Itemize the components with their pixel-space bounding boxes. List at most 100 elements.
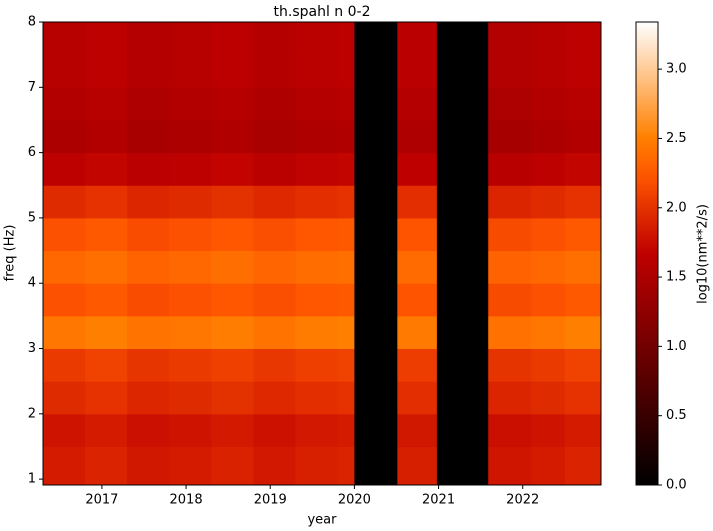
heatmap-cell xyxy=(253,283,296,317)
heatmap-cell xyxy=(436,413,489,447)
heatmap-cell xyxy=(253,413,296,447)
heatmap-cell xyxy=(43,87,86,121)
y-tick-label: 2 xyxy=(28,406,36,421)
colorbar-tick-label: 2.0 xyxy=(666,200,687,215)
heatmap-cell xyxy=(127,217,170,252)
heatmap-cell xyxy=(127,381,170,415)
heatmap-cell xyxy=(211,315,254,350)
heatmap-cell xyxy=(488,152,532,186)
heatmap-cell xyxy=(253,315,296,350)
heatmap-cell xyxy=(354,315,398,350)
heatmap-cell xyxy=(211,185,254,219)
heatmap-cell xyxy=(564,381,602,415)
x-tick-label: 2019 xyxy=(254,493,287,508)
heatmap-cell xyxy=(253,381,296,415)
heatmap-cell xyxy=(295,413,339,447)
heatmap-cell xyxy=(397,283,438,317)
heatmap-cell xyxy=(436,283,489,317)
heatmap-cell xyxy=(337,413,355,447)
heatmap-cell xyxy=(397,119,438,154)
heatmap-cell xyxy=(127,119,170,154)
heatmap-cell xyxy=(397,348,438,382)
heatmap-cell xyxy=(436,87,489,121)
heatmap-cell xyxy=(531,119,566,154)
colorbar-tick-label: 1.5 xyxy=(666,270,687,285)
heatmap-cell xyxy=(127,185,170,219)
heatmap-cell xyxy=(43,315,86,350)
heatmap-cell xyxy=(337,250,355,284)
heatmap-cell xyxy=(488,119,532,154)
heatmap-cell xyxy=(436,54,489,88)
heatmap-cell xyxy=(127,87,170,121)
heatmap-cell xyxy=(397,381,438,415)
heatmap-cell xyxy=(43,185,86,219)
heatmap-cell xyxy=(169,413,212,447)
chart-title: th.spahl n 0-2 xyxy=(274,4,371,20)
heatmap-cell xyxy=(397,315,438,350)
heatmap-cell xyxy=(295,119,339,154)
heatmap-cell xyxy=(564,250,602,284)
heatmap-cell xyxy=(564,22,602,56)
heatmap-cell xyxy=(211,250,254,284)
heatmap-cell xyxy=(43,413,86,447)
heatmap-cell xyxy=(531,381,566,415)
heatmap-cell xyxy=(43,54,86,88)
heatmap-cell xyxy=(337,315,355,350)
heatmap-cell xyxy=(488,315,532,350)
y-tick-label: 8 xyxy=(28,15,36,30)
heatmap-cell xyxy=(488,217,532,252)
heatmap-cell xyxy=(354,54,398,88)
heatmap-cell xyxy=(337,119,355,154)
colorbar-tick-label: 0.0 xyxy=(666,478,687,493)
heatmap-cell xyxy=(85,87,128,121)
heatmap-cell xyxy=(488,185,532,219)
heatmap-cell xyxy=(85,54,128,88)
heatmap-cell xyxy=(531,217,566,252)
y-tick-label: 7 xyxy=(28,80,36,95)
heatmap-cell xyxy=(564,119,602,154)
heatmap-cell xyxy=(169,119,212,154)
heatmap-cell xyxy=(337,446,355,486)
heatmap-cell xyxy=(564,315,602,350)
heatmap-cell xyxy=(169,250,212,284)
heatmap-cell xyxy=(85,446,128,486)
heatmap-cell xyxy=(436,250,489,284)
heatmap-cell xyxy=(397,22,438,56)
heatmap-cell xyxy=(531,87,566,121)
heatmap-cell xyxy=(354,119,398,154)
colorbar-tick-label: 2.5 xyxy=(666,131,687,146)
heatmap-cell xyxy=(211,283,254,317)
heatmap-cell xyxy=(354,22,398,56)
heatmap-cell xyxy=(564,348,602,382)
heatmap-cell xyxy=(211,87,254,121)
heatmap-cell xyxy=(85,315,128,350)
heatmap-cell xyxy=(253,348,296,382)
heatmap-cell xyxy=(211,152,254,186)
heatmap-cell xyxy=(253,87,296,121)
heatmap-cell xyxy=(436,381,489,415)
heatmap-cell xyxy=(354,87,398,121)
heatmap-cell xyxy=(169,381,212,415)
heatmap-cell xyxy=(354,217,398,252)
heatmap-cell xyxy=(295,348,339,382)
heatmap-cell xyxy=(253,185,296,219)
heatmap-cell xyxy=(564,446,602,486)
x-tick-label: 2022 xyxy=(506,493,539,508)
heatmap-cell xyxy=(127,152,170,186)
heatmap-cell xyxy=(531,283,566,317)
heatmap-cell xyxy=(43,348,86,382)
heatmap-cell xyxy=(564,283,602,317)
heatmap-cell xyxy=(295,283,339,317)
x-tick-label: 2017 xyxy=(85,493,118,508)
heatmap-cell xyxy=(397,54,438,88)
heatmap-cell xyxy=(436,446,489,486)
heatmap-cell xyxy=(295,22,339,56)
heatmap-cell xyxy=(169,185,212,219)
heatmap-cell xyxy=(564,217,602,252)
heatmap-cell xyxy=(169,283,212,317)
heatmap-cell xyxy=(253,54,296,88)
heatmap-cell xyxy=(127,446,170,486)
heatmap-cell xyxy=(436,22,489,56)
heatmap-cell xyxy=(354,348,398,382)
heatmap-cell xyxy=(127,54,170,88)
